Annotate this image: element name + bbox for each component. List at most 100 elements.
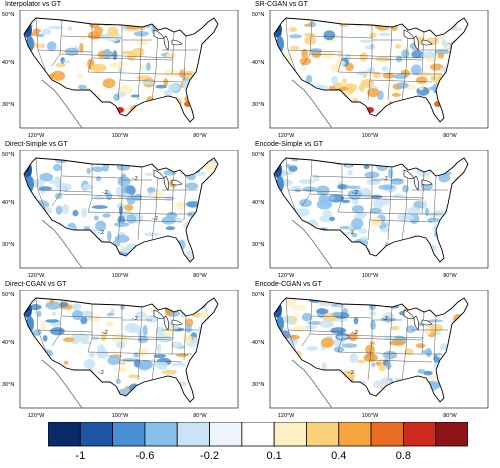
state-border	[151, 29, 159, 101]
map-frame	[269, 290, 489, 409]
lon-tick-label: 80°W	[443, 273, 457, 279]
colorbar-label: 0.4	[331, 450, 347, 462]
mexico-coast	[41, 79, 83, 129]
us-map: -.2 -.2 -.2 50°N 40°N 30°N 120°W 100°W 80°W	[252, 150, 489, 279]
state-border	[59, 53, 175, 59]
lat-tick-label: 40°N	[252, 60, 264, 66]
lat-tick-label: 30°N	[2, 382, 14, 388]
colorbar-label: -1	[75, 450, 86, 462]
map-panel: Direct-Simple vs GT -.2 -.2 -.2 -.2 50°N 40°N 3…	[2, 141, 242, 279]
country-outline	[273, 297, 469, 403]
mexico-coast	[41, 359, 83, 409]
us-map: 50°N 40°N 30°N 120°W 100°W 80°W	[2, 10, 239, 139]
contour-label: -.2	[348, 230, 354, 236]
great-lake	[163, 35, 169, 51]
contour-label: -.2	[102, 190, 108, 196]
state-border	[369, 219, 433, 223]
state-border	[37, 49, 93, 53]
lat-tick-label: 30°N	[252, 382, 264, 388]
state-border	[309, 333, 425, 339]
state-border	[91, 337, 173, 341]
lat-tick-label: 50°N	[2, 12, 14, 18]
colorbar-swatch	[402, 422, 437, 447]
state-border	[287, 189, 343, 193]
contour-label: -.2	[98, 230, 104, 236]
great-lake	[171, 179, 183, 186]
great-lake	[413, 315, 419, 331]
lat-tick-label: 30°N	[252, 242, 264, 248]
state-border	[433, 175, 437, 221]
lat-tick-label: 40°N	[2, 200, 14, 206]
us-map: -.2 -.2 -.2 50°N 40°N 30°N 120°W 100°W 80°W	[2, 290, 239, 419]
lat-tick-label: 30°N	[252, 102, 264, 108]
state-border	[387, 166, 393, 241]
state-border	[119, 359, 183, 363]
state-border	[367, 165, 373, 241]
state-border	[151, 169, 159, 241]
colorbar-swatch	[176, 422, 210, 447]
contour-label: -.2	[352, 190, 358, 196]
contour-label: -.2	[98, 370, 104, 376]
state-border	[367, 305, 373, 381]
lon-tick-label: 120°W	[28, 133, 45, 139]
state-border	[117, 165, 123, 241]
panel-title: Encode-Simple vs GT	[255, 141, 324, 148]
state-border	[183, 35, 187, 81]
lon-tick-label: 120°W	[28, 413, 45, 419]
map-panel: SR-CGAN vs GT 50°N 40°N 30°N 120°W 100°W 80°W	[252, 1, 492, 139]
mexico-coast	[291, 219, 333, 269]
state-border	[119, 219, 183, 223]
state-border	[337, 71, 442, 75]
colorbar-swatch	[435, 422, 468, 447]
state-border	[421, 171, 425, 215]
state-border	[309, 53, 425, 59]
state-border	[341, 197, 423, 201]
state-border	[183, 175, 187, 221]
great-lake	[163, 315, 169, 331]
lat-tick-label: 40°N	[2, 60, 14, 66]
contour-label: -.2	[102, 330, 108, 336]
map-panel: Direct-CGAN vs GT -.2 -.2 -.2 50°N 40°N 30°N 12…	[2, 281, 242, 419]
mexico-coast	[291, 79, 333, 129]
lon-tick-label: 120°W	[278, 133, 295, 139]
state-border	[421, 311, 425, 355]
state-border	[387, 306, 393, 381]
country-outline	[273, 17, 469, 123]
lon-tick-label: 80°W	[193, 273, 207, 279]
colorbar-swatch	[79, 422, 114, 447]
great-lake	[421, 319, 433, 326]
state-border	[401, 29, 409, 101]
state-border	[61, 175, 123, 179]
lon-tick-label: 80°W	[193, 413, 207, 419]
state-border	[91, 57, 173, 61]
contour-label: -.2	[132, 176, 138, 182]
colorbar-label: -0.6	[135, 450, 155, 462]
lat-tick-label: 30°N	[2, 102, 14, 108]
lon-tick-label: 100°W	[362, 413, 379, 419]
colorbar-swatch	[144, 422, 178, 447]
contour-label: -.2	[348, 370, 354, 376]
state-border	[37, 329, 93, 333]
state-border	[137, 26, 143, 101]
colorbar-swatch	[48, 422, 81, 447]
state-border	[171, 311, 175, 355]
lon-tick-label: 120°W	[278, 273, 295, 279]
state-border	[59, 333, 175, 339]
panel-title: Direct-CGAN vs GT	[5, 281, 67, 288]
contour-label: -.2	[132, 316, 138, 322]
colorbar-label: 0.1	[266, 450, 282, 462]
lat-tick-label: 40°N	[252, 340, 264, 346]
great-lake	[413, 35, 419, 51]
state-border	[287, 49, 343, 53]
colorbar	[48, 422, 468, 447]
colorbar-swatch	[209, 422, 243, 447]
lat-tick-label: 50°N	[2, 292, 14, 298]
state-border	[337, 351, 442, 355]
state-border	[341, 337, 423, 341]
state-border	[369, 79, 433, 83]
state-border	[61, 315, 123, 319]
colorbar-swatch	[273, 422, 307, 447]
panel-title: SR-CGAN vs GT	[255, 1, 308, 8]
great-lake	[171, 319, 183, 326]
contour-label: -.2	[352, 330, 358, 336]
